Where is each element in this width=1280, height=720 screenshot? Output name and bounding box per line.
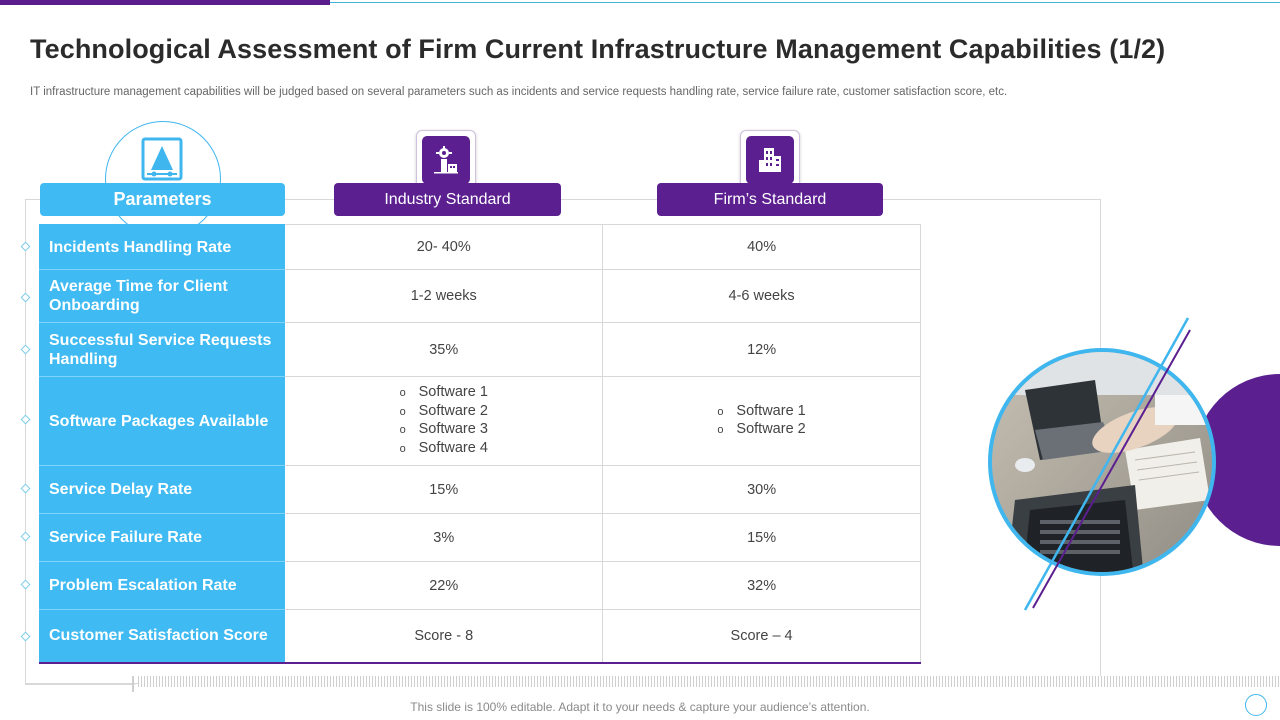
bullet-icon: o bbox=[717, 405, 724, 418]
firm-value: 40% bbox=[602, 224, 921, 270]
industry-value: 1-2 weeks bbox=[284, 269, 604, 323]
table-row: Customer Satisfaction Score Score - 8 Sc… bbox=[38, 609, 921, 664]
list-item: o Software 1 bbox=[717, 403, 805, 422]
table-row: Incidents Handling Rate 20- 40% 40% bbox=[38, 224, 921, 270]
industry-value: 22% bbox=[284, 561, 604, 610]
table-row: Software Packages Available o Software 1 … bbox=[38, 376, 921, 466]
bullet-icon: o bbox=[399, 424, 406, 436]
parameter-cell: Problem Escalation Rate bbox=[38, 561, 286, 610]
parameter-cell: Average Time for Client Onboarding bbox=[38, 269, 286, 323]
parameter-cell: Incidents Handling Rate bbox=[38, 224, 286, 270]
table-row: Problem Escalation Rate 22% 32% bbox=[38, 561, 921, 610]
bullet-icon: o bbox=[399, 405, 406, 418]
industry-value: 3% bbox=[284, 513, 604, 562]
firm-standard-header: Firm’s Standard bbox=[657, 183, 883, 216]
list-item: o Software 2 bbox=[717, 421, 805, 440]
corner-circle-icon bbox=[1245, 694, 1267, 716]
parameter-cell: Successful Service Requests Handling bbox=[38, 322, 286, 377]
table-row: Service Delay Rate 15% 30% bbox=[38, 465, 921, 514]
table-row: Average Time for Client Onboarding 1-2 w… bbox=[38, 269, 921, 323]
industry-value: 35% bbox=[284, 322, 604, 377]
top-accent-bar bbox=[0, 0, 330, 5]
industry-value: 15% bbox=[284, 465, 604, 514]
firm-icon-box bbox=[740, 130, 800, 190]
laptop-meeting-photo bbox=[988, 317, 1280, 611]
firm-value: 32% bbox=[602, 561, 921, 610]
firm-value: 30% bbox=[602, 465, 921, 514]
industry-icon-box bbox=[416, 130, 476, 190]
firm-value: Score – 4 bbox=[602, 609, 921, 664]
assessment-table: Incidents Handling Rate 20- 40% 40% Aver… bbox=[38, 224, 921, 664]
firm-software-list: o Software 1 o Software 2 bbox=[602, 376, 921, 466]
firm-value: 4-6 weeks bbox=[602, 269, 921, 323]
list-item: o Software 1 bbox=[400, 384, 488, 403]
bullet-icon: o bbox=[717, 424, 724, 436]
hatch-divider bbox=[132, 676, 134, 692]
slide-title: Technological Assessment of Firm Current… bbox=[30, 34, 1166, 64]
list-item: o Software 2 bbox=[400, 403, 488, 422]
document-chart-icon bbox=[141, 137, 183, 181]
list-item: o Software 4 bbox=[400, 440, 488, 459]
industry-standard-header: Industry Standard bbox=[334, 183, 561, 216]
bottom-hatch-band bbox=[138, 676, 1280, 687]
purple-circle-shape bbox=[1194, 374, 1280, 546]
industry-value: Score - 8 bbox=[284, 609, 604, 664]
table-row: Successful Service Requests Handling 35%… bbox=[38, 322, 921, 377]
firm-value: 12% bbox=[602, 322, 921, 377]
industry-software-list: o Software 1 o Software 2 o Software 3 o Sof… bbox=[284, 376, 604, 466]
office-building-icon bbox=[759, 148, 781, 172]
parameter-cell: Software Packages Available bbox=[38, 376, 286, 466]
parameter-cell: Customer Satisfaction Score bbox=[38, 609, 286, 664]
firm-value: 15% bbox=[602, 513, 921, 562]
slide-subtitle: IT infrastructure management capabilitie… bbox=[30, 86, 1008, 98]
top-accent-line bbox=[330, 2, 1280, 3]
table-row: Service Failure Rate 3% 15% bbox=[38, 513, 921, 562]
parameter-cell: Service Delay Rate bbox=[38, 465, 286, 514]
parameter-cell: Service Failure Rate bbox=[38, 513, 286, 562]
parameters-header: Parameters bbox=[40, 183, 285, 216]
factory-icon bbox=[434, 146, 458, 174]
list-item: o Software 3 bbox=[400, 421, 488, 440]
frame-extension bbox=[25, 684, 135, 685]
bullet-icon: o bbox=[399, 442, 406, 455]
industry-value: 20- 40% bbox=[284, 224, 604, 270]
bullet-icon: o bbox=[399, 387, 406, 399]
footer-note: This slide is 100% editable. Adapt it to… bbox=[410, 700, 870, 714]
